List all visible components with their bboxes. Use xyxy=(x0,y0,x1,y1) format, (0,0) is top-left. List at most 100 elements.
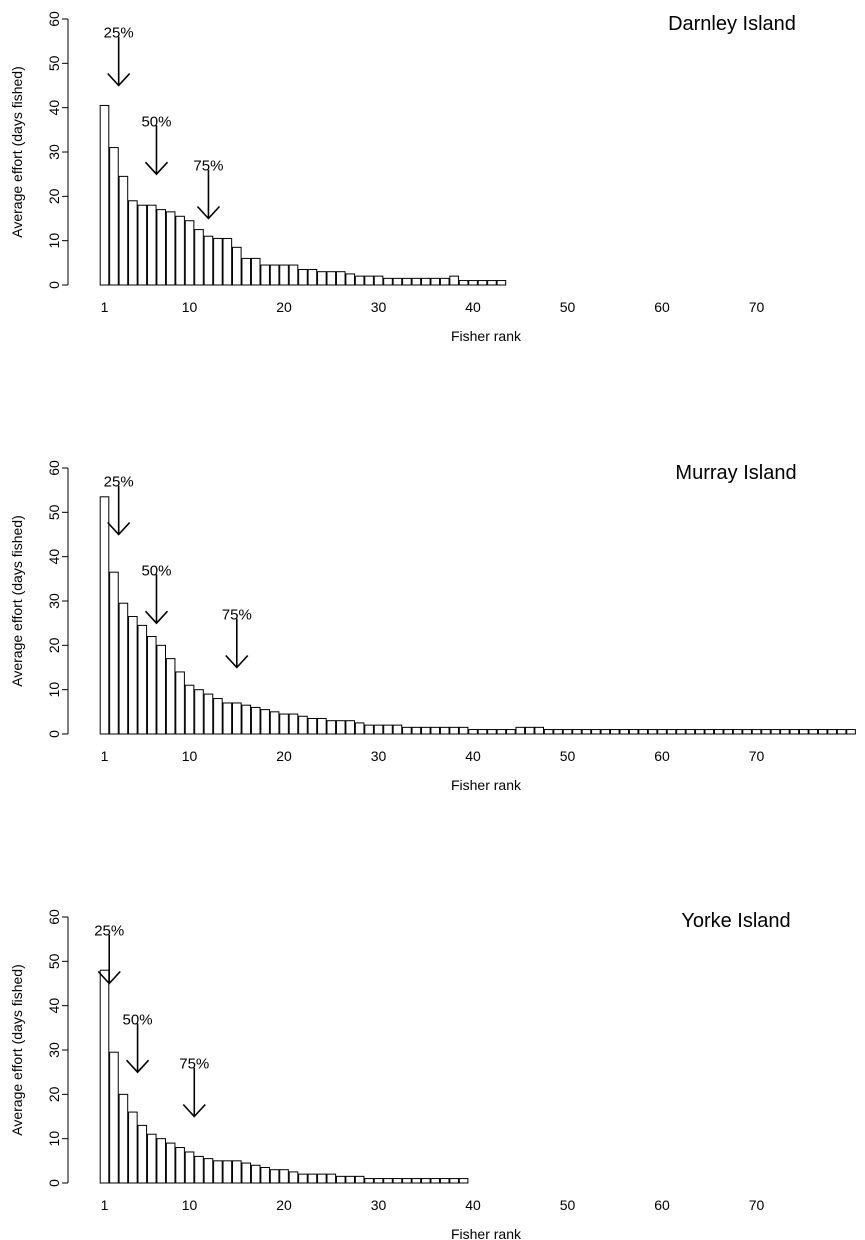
arrow-label: 25% xyxy=(104,474,134,491)
bar-rank-60 xyxy=(657,729,667,735)
bar-rank-6 xyxy=(146,1133,157,1184)
bar-series xyxy=(99,969,469,1184)
bar-rank-19 xyxy=(269,1169,280,1184)
x-tick-label: 40 xyxy=(465,1197,481,1213)
bar-rank-23 xyxy=(307,268,318,286)
percentile-annotation-75: 75% xyxy=(193,158,223,220)
bar-rank-65 xyxy=(704,729,715,735)
bar-rank-25 xyxy=(326,720,337,735)
y-tick-label: 30 xyxy=(46,144,62,160)
x-tick-label: 50 xyxy=(560,748,576,764)
bar-rank-41 xyxy=(477,729,488,735)
bar-rank-11 xyxy=(194,229,204,286)
panel-title: Murray Island xyxy=(675,462,796,484)
bar-rank-29 xyxy=(364,1178,374,1184)
y-tick-label: 50 xyxy=(46,55,62,71)
bar-rank-39 xyxy=(458,1178,469,1184)
bar-rank-77 xyxy=(817,729,828,735)
y-tick-label: 40 xyxy=(46,549,62,565)
arrow-head xyxy=(196,205,221,220)
bar-rank-63 xyxy=(685,729,696,735)
bar-rank-1 xyxy=(99,969,110,1184)
y-tick-label: 30 xyxy=(46,593,62,609)
bar-rank-1 xyxy=(99,496,110,735)
bar-rank-11 xyxy=(194,689,204,735)
bar-rank-15 xyxy=(232,1160,242,1184)
bar-rank-44 xyxy=(506,729,516,735)
bar-rank-52 xyxy=(581,729,592,735)
bar-rank-8 xyxy=(165,211,176,286)
arrow-head xyxy=(125,1059,150,1074)
bar-rank-6 xyxy=(146,635,157,735)
bar-rank-7 xyxy=(156,1138,166,1184)
bar-rank-5 xyxy=(137,624,148,735)
panel-title: Darnley Island xyxy=(668,13,796,35)
bar-rank-43 xyxy=(496,280,507,286)
bar-rank-19 xyxy=(269,264,280,286)
bar-rank-28 xyxy=(354,1175,365,1184)
bar-rank-48 xyxy=(543,729,554,735)
arrow-label: 50% xyxy=(123,1011,153,1028)
x-axis-title: Fisher rank xyxy=(451,1226,522,1240)
bar-rank-19 xyxy=(269,711,280,735)
x-tick-label: 20 xyxy=(276,748,292,764)
bar-rank-43 xyxy=(496,729,507,735)
percentile-annotation-25: 25% xyxy=(94,923,124,985)
bar-rank-20 xyxy=(279,264,289,286)
y-axis: 0 10 20 30 40 50 60 xyxy=(46,11,69,289)
bar-rank-4 xyxy=(128,1111,138,1184)
bar-rank-49 xyxy=(553,729,563,735)
y-axis-title: Average effort (days fished) xyxy=(9,515,25,686)
bar-rank-9 xyxy=(175,671,185,735)
bar-rank-35 xyxy=(421,1178,431,1184)
bar-rank-34 xyxy=(411,726,422,735)
bar-rank-12 xyxy=(203,693,214,735)
bar-rank-17 xyxy=(250,257,261,286)
bar-rank-25 xyxy=(326,271,337,286)
x-tick-label: 20 xyxy=(276,1197,292,1213)
bar-rank-17 xyxy=(250,706,261,735)
y-axis: 0 10 20 30 40 50 60 xyxy=(46,460,69,738)
bar-rank-14 xyxy=(222,1160,233,1184)
bar-rank-28 xyxy=(354,275,365,286)
bar-rank-10 xyxy=(184,220,195,286)
bar-rank-66 xyxy=(713,729,724,735)
x-tick-label: 70 xyxy=(749,299,765,315)
bar-rank-68 xyxy=(732,729,743,735)
bar-rank-54 xyxy=(600,729,611,735)
bar-rank-32 xyxy=(392,1178,403,1184)
percentile-annotation-50: 50% xyxy=(141,113,171,176)
bar-rank-28 xyxy=(354,722,365,735)
x-tick-label: 20 xyxy=(276,299,292,315)
x-tick-label: 60 xyxy=(654,1197,670,1213)
arrow-head xyxy=(144,161,169,176)
bar-rank-36 xyxy=(430,1178,441,1184)
y-tick-label: 50 xyxy=(46,953,62,969)
x-tick-label: 1 xyxy=(101,1197,109,1213)
bar-rank-15 xyxy=(232,246,242,286)
arrow-label: 75% xyxy=(179,1056,209,1073)
y-tick-label: 20 xyxy=(46,188,62,204)
percentile-annotation-25: 25% xyxy=(104,25,134,87)
bar-rank-15 xyxy=(232,702,242,735)
percentile-annotation-50: 50% xyxy=(141,562,171,625)
arrow-head xyxy=(107,72,131,87)
bar-rank-70 xyxy=(751,729,762,735)
y-axis-title: Average effort (days fished) xyxy=(9,66,25,237)
bar-rank-4 xyxy=(128,200,138,286)
bar-rank-45 xyxy=(515,726,526,735)
x-tick-label: 10 xyxy=(182,748,198,764)
x-axis: 1 10 20 30 40 50 60 70 xyxy=(101,1197,765,1213)
bar-rank-38 xyxy=(449,1178,459,1184)
bar-rank-6 xyxy=(146,204,157,286)
arrow-label: 50% xyxy=(141,562,171,579)
bar-rank-22 xyxy=(298,268,308,286)
bar-rank-12 xyxy=(203,235,214,286)
y-tick-label: 20 xyxy=(46,1086,62,1102)
x-axis: 1 10 20 30 40 50 60 70 xyxy=(101,299,765,315)
bar-rank-37 xyxy=(439,1178,450,1184)
arrow-head xyxy=(182,1103,206,1118)
x-axis-title: Fisher rank xyxy=(451,777,522,793)
bar-rank-5 xyxy=(137,204,148,286)
bar-rank-10 xyxy=(184,684,195,735)
